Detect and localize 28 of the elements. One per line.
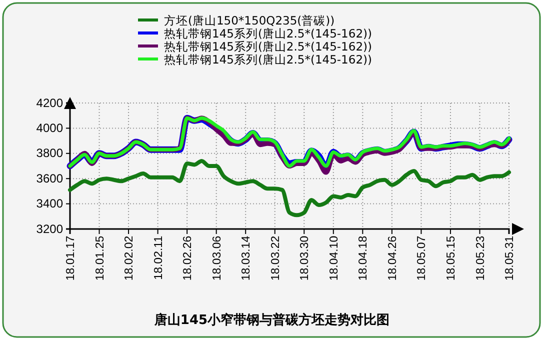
x-tick-label: 18.04.26 <box>386 236 399 281</box>
x-tick-label: 18.03.06 <box>211 236 224 281</box>
x-tick-label: 18.05.31 <box>504 236 516 281</box>
x-tick-label: 18.03.30 <box>299 236 312 281</box>
y-tick-label: 3800 <box>36 146 64 160</box>
text: 唐山145小窄带钢与普碳方坯走势对比图 <box>153 312 390 328</box>
y-tick-label: 3400 <box>36 196 64 211</box>
x-tick-label: 18.04.10 <box>328 236 340 281</box>
legend-label: 热轧带钢145系列(唐山2.5*(145-162)) <box>164 26 372 40</box>
x-tick-label: 18.02.11 <box>152 236 165 280</box>
x-tick-label: 18.05.07 <box>416 236 428 281</box>
y-tick-label: 3200 <box>36 222 64 236</box>
x-tick-label: 18.04.18 <box>358 236 370 281</box>
x-tick-label: 18.02.02 <box>124 236 136 281</box>
x-tick-label: 18.03.14 <box>240 235 253 281</box>
y-tick-label: 4000 <box>36 121 64 136</box>
line-series <box>68 158 511 218</box>
x-tick-label: 18.03.22 <box>270 236 282 281</box>
legend-label: 热轧带钢145系列(唐山2.5*(145-162)) <box>164 52 372 66</box>
x-tick-label: 18.05.23 <box>474 236 487 281</box>
x-tick-label: 18.01.17 <box>65 236 78 281</box>
legend-label: 热轧带钢145系列(唐山2.5*(145-162)) <box>164 40 372 54</box>
legend-label: 方坯(唐山150*150Q235(普碳)) <box>164 14 335 28</box>
y-tick-label: 3600 <box>36 171 64 186</box>
x-tick-label: 18.05.15 <box>445 236 458 281</box>
x-tick-label: 18.01.25 <box>94 236 106 281</box>
x-tick-label: 18.02.26 <box>182 236 194 281</box>
y-tick-label: 4200 <box>36 96 64 110</box>
